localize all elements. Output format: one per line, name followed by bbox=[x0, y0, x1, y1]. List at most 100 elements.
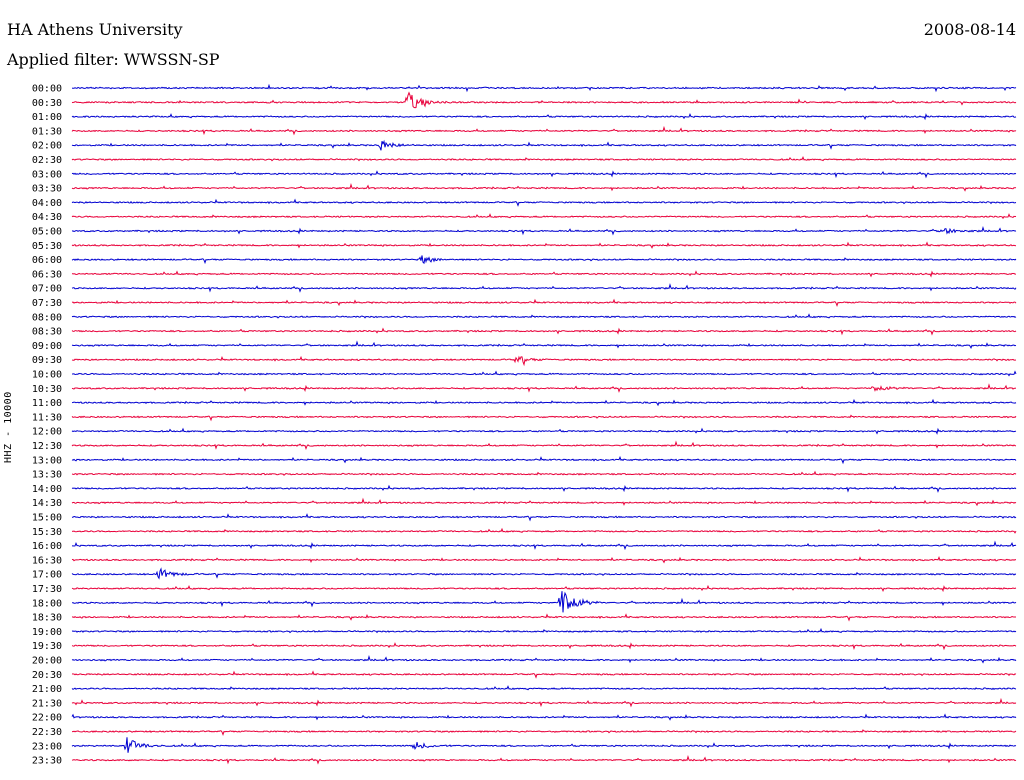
time-label: 15:00 bbox=[32, 513, 62, 524]
trace-line bbox=[71, 670, 1017, 679]
trace-line bbox=[71, 440, 1017, 451]
trace-line bbox=[71, 497, 1017, 507]
time-label: 17:00 bbox=[32, 570, 62, 581]
time-label: 00:00 bbox=[32, 84, 62, 95]
time-label: 12:30 bbox=[32, 441, 62, 452]
time-label: 23:00 bbox=[32, 741, 62, 752]
time-label: 04:00 bbox=[32, 198, 62, 209]
time-label: 21:30 bbox=[32, 698, 62, 709]
trace-line bbox=[71, 613, 1017, 622]
time-label: 20:30 bbox=[32, 670, 62, 681]
trace-line bbox=[71, 455, 1017, 465]
time-label: 10:00 bbox=[32, 370, 62, 381]
time-label: 15:30 bbox=[32, 527, 62, 538]
time-label: 18:00 bbox=[32, 598, 62, 609]
time-label: 08:00 bbox=[32, 312, 62, 323]
trace-line bbox=[71, 654, 1017, 664]
trace-line bbox=[71, 414, 1017, 422]
time-label: 09:30 bbox=[32, 355, 62, 366]
trace-line bbox=[71, 213, 1017, 220]
trace-line bbox=[71, 139, 1017, 151]
trace-line bbox=[71, 383, 1017, 393]
time-label: 20:00 bbox=[32, 656, 62, 667]
trace-line bbox=[71, 241, 1017, 249]
trace-line bbox=[71, 125, 1017, 136]
trace-line bbox=[71, 513, 1017, 522]
trace-line bbox=[71, 340, 1017, 349]
time-label: 19:30 bbox=[32, 641, 62, 652]
trace-line bbox=[71, 627, 1017, 634]
trace-line bbox=[71, 313, 1017, 319]
time-label: 16:30 bbox=[32, 555, 62, 566]
trace-line bbox=[71, 685, 1017, 691]
time-label: 05:30 bbox=[32, 241, 62, 252]
time-label: 18:30 bbox=[32, 613, 62, 624]
trace-line bbox=[71, 591, 1017, 613]
time-label: 14:30 bbox=[32, 498, 62, 509]
trace-line bbox=[71, 556, 1017, 564]
record-date: 2008-08-14 bbox=[923, 20, 1016, 39]
time-label: 14:00 bbox=[32, 484, 62, 495]
trace-line bbox=[71, 398, 1017, 407]
trace-line bbox=[71, 198, 1017, 207]
time-label: 21:00 bbox=[32, 684, 62, 695]
filter-label: Applied filter: WWSSN-SP bbox=[7, 50, 220, 69]
time-label: 01:30 bbox=[32, 126, 62, 137]
time-label: 11:30 bbox=[32, 412, 62, 423]
time-label: 03:00 bbox=[32, 169, 62, 180]
time-label: 05:00 bbox=[32, 227, 62, 238]
time-label: 07:30 bbox=[32, 298, 62, 309]
trace-line bbox=[71, 83, 1017, 93]
trace-line bbox=[71, 527, 1017, 534]
time-label: 13:00 bbox=[32, 455, 62, 466]
trace-line bbox=[71, 170, 1017, 179]
trace-line bbox=[71, 584, 1017, 593]
trace-line bbox=[71, 355, 1017, 367]
trace-line bbox=[71, 697, 1017, 708]
trace-line bbox=[71, 755, 1017, 765]
time-label: 02:00 bbox=[32, 141, 62, 152]
time-label: 22:30 bbox=[32, 727, 62, 738]
time-label: 06:30 bbox=[32, 269, 62, 280]
time-label: 11:00 bbox=[32, 398, 62, 409]
time-label: 19:00 bbox=[32, 627, 62, 638]
trace-line bbox=[71, 737, 1017, 753]
time-label: 16:00 bbox=[32, 541, 62, 552]
trace-line bbox=[71, 225, 1017, 236]
trace-line bbox=[71, 270, 1017, 278]
time-label: 08:30 bbox=[32, 327, 62, 338]
trace-line bbox=[71, 427, 1017, 435]
trace-line bbox=[71, 370, 1017, 377]
time-labels: 00:00 00:30 01:00 01:30 02:00 02:30 03:00 03:30… bbox=[32, 84, 62, 767]
station-title: HA Athens University bbox=[7, 20, 183, 39]
trace-line bbox=[71, 255, 1017, 265]
trace-line bbox=[71, 112, 1017, 121]
time-label: 04:30 bbox=[32, 212, 62, 223]
trace-line bbox=[71, 327, 1017, 336]
trace-line bbox=[71, 183, 1017, 192]
trace-line bbox=[71, 729, 1017, 736]
time-label: 01:00 bbox=[32, 112, 62, 123]
trace-line bbox=[71, 642, 1017, 651]
trace-line bbox=[71, 283, 1017, 293]
trace-line bbox=[71, 155, 1017, 162]
time-label: 00:30 bbox=[32, 98, 62, 109]
seismic-traces bbox=[71, 83, 1017, 765]
trace-line bbox=[71, 470, 1017, 476]
trace-line bbox=[71, 540, 1017, 551]
trace-line bbox=[71, 567, 1017, 580]
time-label: 12:00 bbox=[32, 427, 62, 438]
time-label: 02:30 bbox=[32, 155, 62, 166]
time-label: 10:30 bbox=[32, 384, 62, 395]
trace-line bbox=[71, 91, 1017, 109]
trace-line bbox=[71, 298, 1017, 307]
time-label: 17:30 bbox=[32, 584, 62, 595]
time-label: 22:00 bbox=[32, 713, 62, 724]
time-label: 07:00 bbox=[32, 284, 62, 295]
time-label: 23:30 bbox=[32, 756, 62, 767]
time-label: 13:30 bbox=[32, 470, 62, 481]
time-label: 03:30 bbox=[32, 184, 62, 195]
time-label: 09:00 bbox=[32, 341, 62, 352]
trace-line bbox=[71, 484, 1017, 493]
